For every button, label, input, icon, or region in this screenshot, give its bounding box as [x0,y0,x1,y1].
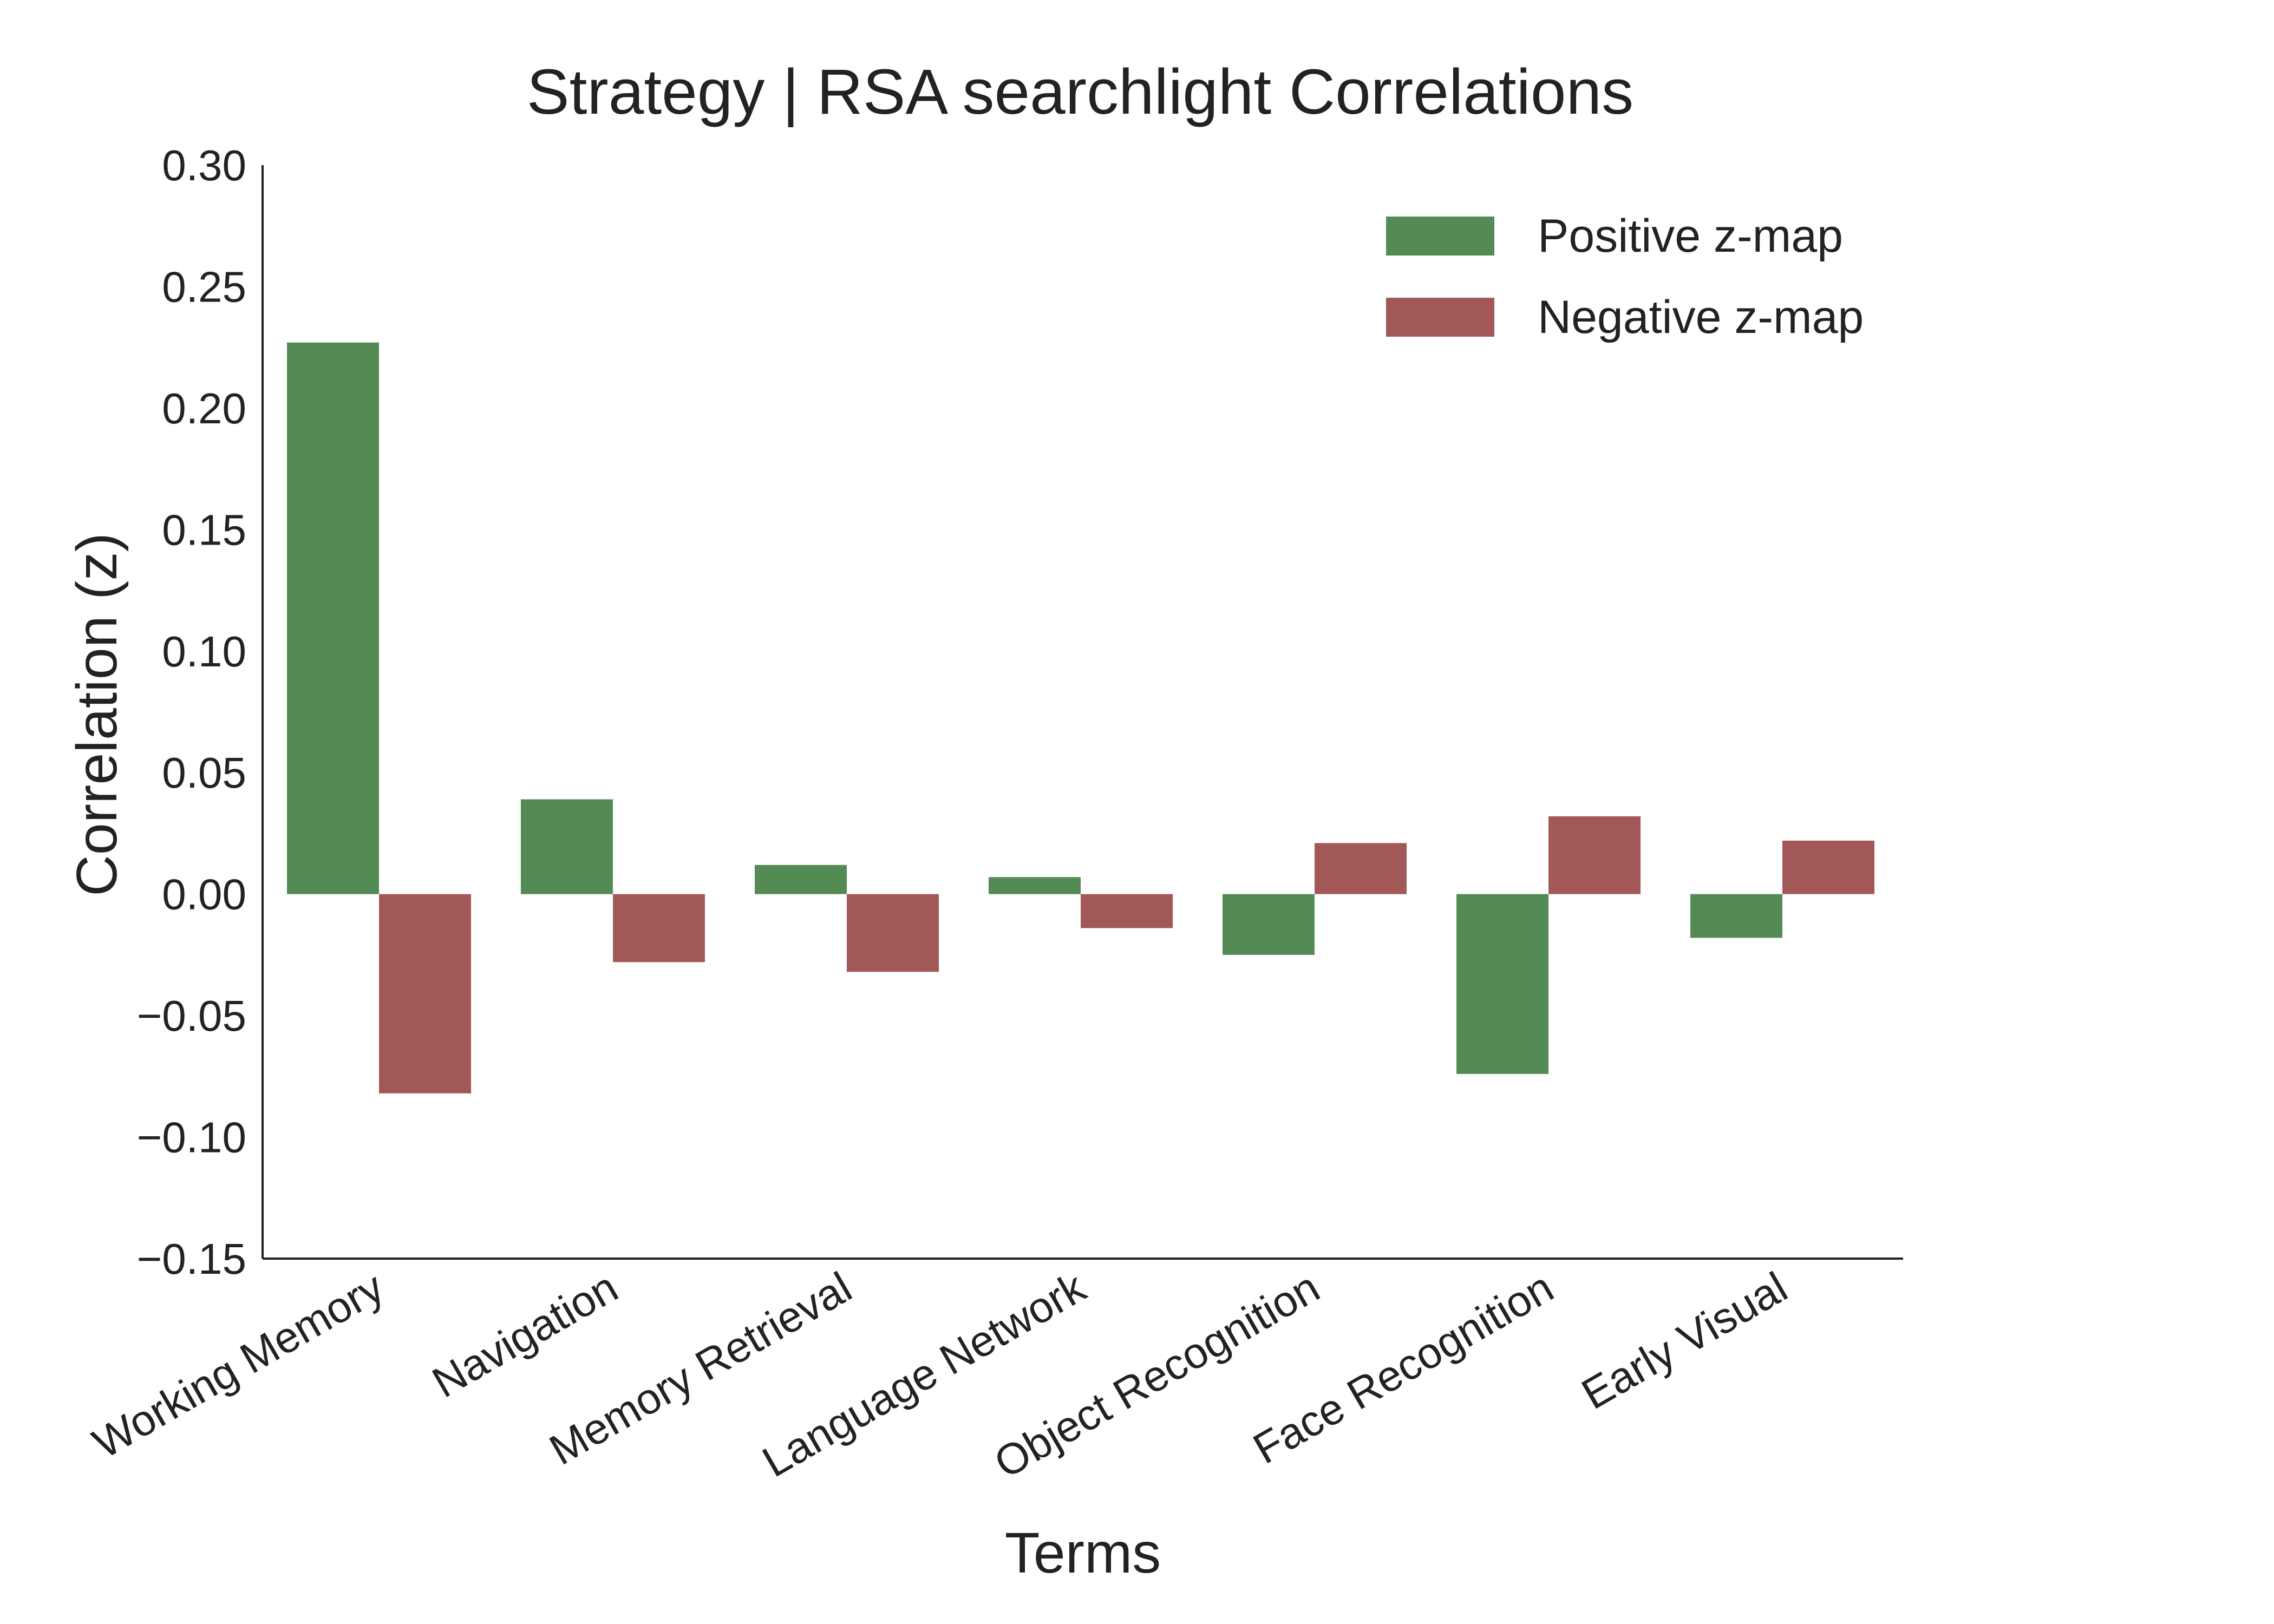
bar-language-network-negative-z-map [1081,894,1173,928]
bar-memory-retrieval-negative-z-map [847,894,939,972]
bar-object-recognition-positive-z-map [1223,894,1315,955]
y-tick-label: −0.10 [137,1114,246,1162]
y-tick-labels: 0.30 0.25 0.20 0.15 0.10 0.05 0.00 −0.05 −0.10 −0… [137,141,246,1283]
y-tick-label: 0.30 [162,141,246,189]
y-tick-label: 0.10 [162,627,246,676]
bar-face-recognition-negative-z-map [1548,816,1641,894]
bar-memory-retrieval-positive-z-map [755,865,847,894]
bar-navigation-positive-z-map [521,799,613,894]
x-tick-label-navigation: Navigation [424,1263,626,1407]
bar-early-visual-positive-z-map [1690,894,1782,938]
x-tick-label-working-memory: Working Memory [85,1263,392,1468]
legend-label-negative-z-map: Negative z-map [1538,291,1864,343]
chart-title: Strategy | RSA searchlight Correlations [527,56,1633,128]
y-tick-label: −0.15 [137,1235,246,1283]
y-axis-label: Correlation (z) [65,533,129,896]
bar-working-memory-negative-z-map [379,894,471,1093]
legend-swatch-negative-z-map [1386,298,1494,337]
bar-early-visual-negative-z-map [1782,840,1874,894]
bar-object-recognition-negative-z-map [1315,843,1407,894]
bar-navigation-negative-z-map [613,894,705,962]
y-tick-label: 0.00 [162,870,246,919]
bar-face-recognition-positive-z-map [1456,894,1548,1074]
y-tick-label: −0.05 [137,992,246,1040]
y-tick-label: 0.20 [162,384,246,433]
x-tick-label-early-visual: Early Visual [1573,1263,1795,1419]
legend-label-positive-z-map: Positive z-map [1538,210,1843,262]
y-tick-label: 0.05 [162,749,246,797]
bars-group [287,342,1874,1093]
legend: Positive z-map Negative z-map [1386,210,1864,343]
x-axis-label: Terms [1005,1521,1161,1585]
bar-working-memory-positive-z-map [287,342,379,894]
legend-swatch-positive-z-map [1386,217,1494,256]
y-tick-label: 0.15 [162,506,246,554]
y-tick-label: 0.25 [162,263,246,311]
bar-language-network-positive-z-map [989,877,1081,894]
